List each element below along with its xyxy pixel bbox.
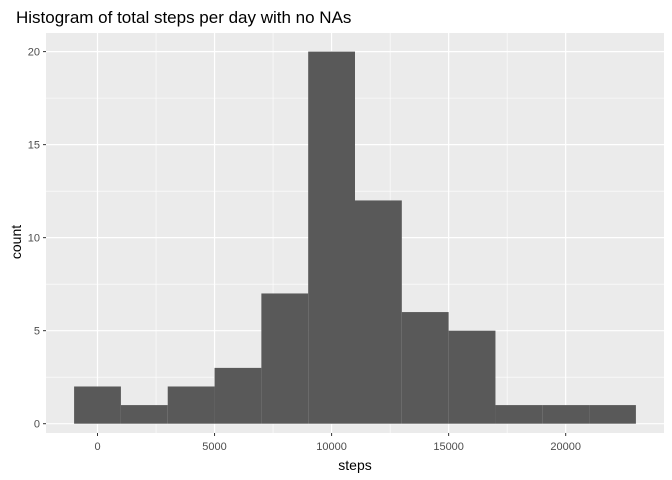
y-tick-label: 0	[34, 419, 40, 431]
histogram-bar	[589, 405, 636, 424]
histogram-bar	[261, 293, 309, 424]
histogram-bar	[448, 330, 496, 424]
y-tick-label: 5	[34, 326, 40, 338]
y-tick-label: 20	[28, 47, 40, 59]
y-axis: 0 5 10 15 20	[28, 47, 46, 431]
histogram-bar	[401, 312, 449, 424]
histogram-bar	[542, 405, 590, 424]
histogram-bar	[120, 405, 168, 424]
y-tick-label: 10	[28, 233, 40, 245]
histogram-bar	[167, 386, 215, 424]
x-tick-label: 10000	[316, 441, 347, 453]
histogram-bar	[308, 51, 355, 424]
histogram-bars	[74, 51, 636, 424]
chart-title: Histogram of total steps per day with no…	[16, 8, 351, 27]
x-tick-label: 5000	[202, 441, 226, 453]
y-tick-label: 15	[28, 140, 40, 152]
histogram-bar	[355, 200, 402, 424]
y-axis-title: count	[8, 225, 24, 259]
histogram-bar	[495, 405, 543, 424]
x-tick-label: 15000	[433, 441, 464, 453]
histogram-bar	[74, 386, 121, 424]
x-axis-title: steps	[338, 457, 371, 473]
x-tick-label: 20000	[550, 441, 581, 453]
x-tick-label: 0	[94, 441, 100, 453]
x-axis: 0 5000 10000 15000 20000	[94, 433, 581, 453]
histogram-bar	[214, 367, 262, 424]
